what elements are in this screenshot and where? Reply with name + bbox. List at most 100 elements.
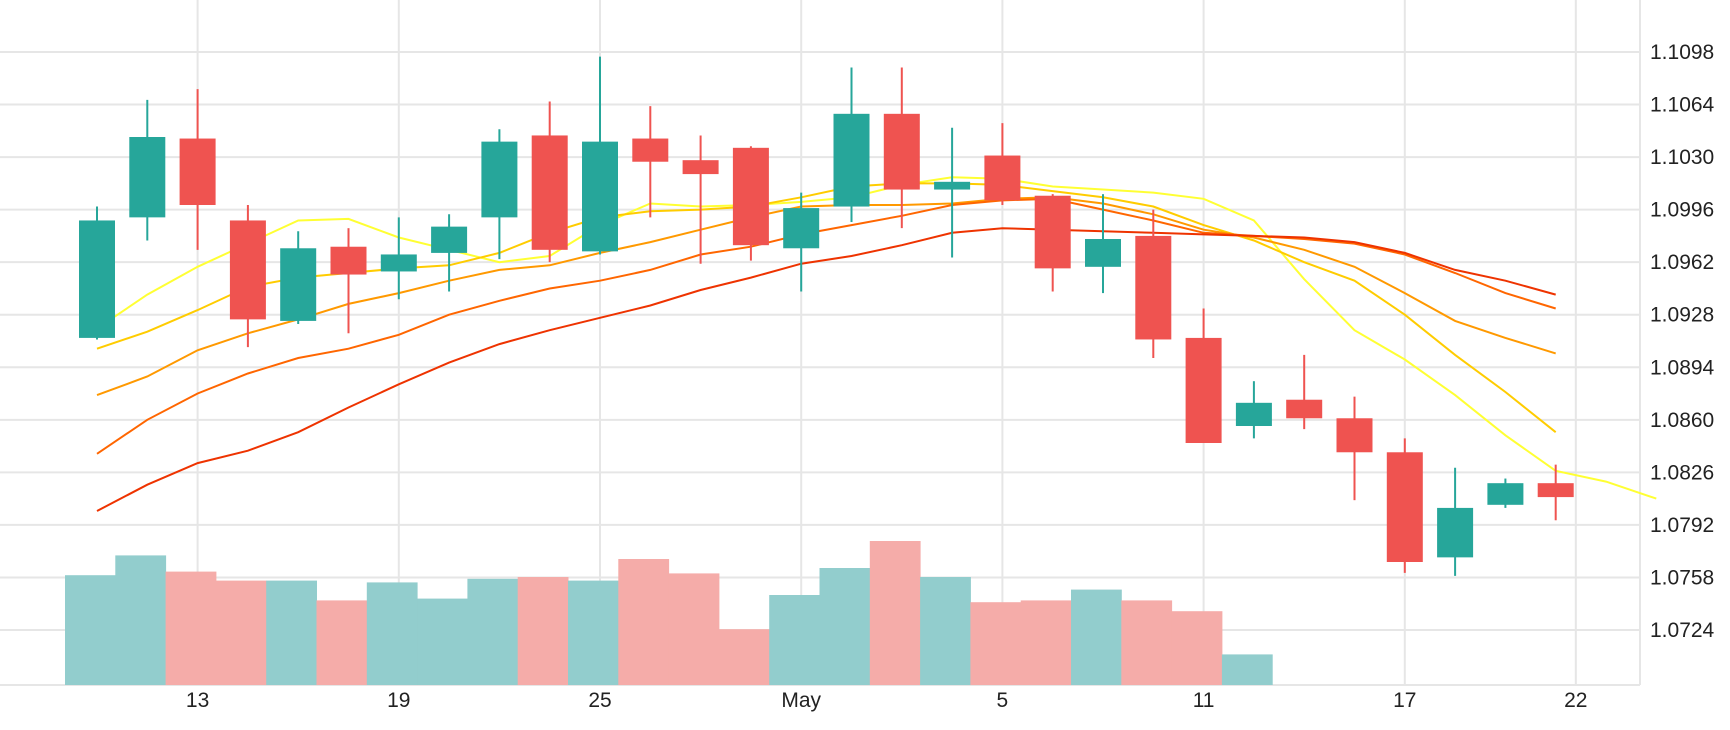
y-tick-label: 1.1064 (1650, 94, 1715, 117)
volume-bar (115, 555, 167, 685)
moving-average-line (96, 227, 1556, 512)
candle-body (380, 254, 417, 272)
candle-body (883, 113, 920, 190)
candle-body (1386, 452, 1423, 562)
y-tick-label: 1.0894 (1650, 356, 1715, 379)
volume-bar (1171, 611, 1223, 685)
candle-body (1135, 235, 1172, 340)
volume-bar (819, 568, 871, 685)
x-axis-labels: 13 19 25 May 5 11 17 22 (186, 689, 1588, 712)
candles (79, 56, 1574, 576)
candle-up (1437, 467, 1474, 576)
moving-average-line (96, 197, 1556, 455)
candle-up (1487, 478, 1524, 508)
candle-down (1286, 354, 1323, 430)
candle-body (984, 155, 1021, 201)
candle-body (783, 208, 820, 249)
candle-down (1185, 308, 1222, 443)
y-tick-label: 1.1098 (1650, 41, 1714, 64)
candle-up (79, 206, 115, 340)
x-tick-label: May (781, 689, 821, 712)
candle-up (1235, 381, 1272, 439)
candle-down (1336, 396, 1373, 501)
y-tick-label: 1.0724 (1650, 619, 1715, 642)
volume-bar (769, 595, 820, 685)
candle-up (129, 99, 166, 241)
volume-bar (668, 573, 720, 685)
volume-bar (920, 577, 971, 685)
candle-body (732, 147, 769, 246)
candle-body (330, 246, 367, 275)
candle-down (330, 228, 367, 334)
candle-body (179, 138, 216, 205)
candle-body (280, 248, 317, 321)
candle-body (1286, 399, 1323, 419)
y-tick-label: 1.0758 (1650, 566, 1714, 589)
candle-down (1135, 209, 1172, 358)
y-tick-label: 1.0996 (1650, 199, 1714, 222)
volume-bar (467, 578, 519, 685)
candle-body (79, 220, 115, 338)
volume-bar (869, 541, 921, 685)
candle-body (1034, 195, 1071, 269)
candle-up (783, 192, 820, 292)
volume-bar (1071, 589, 1122, 685)
x-tick-label: 5 (997, 689, 1009, 712)
x-tick-label: 22 (1564, 689, 1587, 712)
x-tick-label: 17 (1393, 689, 1416, 712)
volume-bar (417, 598, 468, 685)
y-tick-label: 1.0962 (1650, 251, 1714, 274)
candle-body (531, 135, 568, 250)
volume-bar (65, 575, 116, 685)
candle-body (1487, 483, 1524, 505)
candle-body (129, 137, 166, 218)
volume-bar (1020, 600, 1072, 685)
candle-body (431, 226, 468, 253)
candle-body (1085, 239, 1121, 267)
moving-average-line (96, 176, 1657, 500)
volume-bar (165, 571, 217, 685)
candle-down (1537, 464, 1574, 521)
candle-up (380, 217, 417, 300)
volume-bar (316, 600, 368, 685)
x-tick-label: 25 (588, 689, 611, 712)
candle-down (1386, 438, 1423, 573)
volume-bar (266, 580, 317, 685)
candle-body (481, 141, 518, 218)
x-tick-label: 11 (1193, 689, 1215, 712)
candle-down (531, 101, 568, 263)
y-tick-label: 1.0826 (1650, 461, 1714, 484)
volume-bar (1221, 654, 1273, 685)
volume-bar (366, 582, 418, 685)
candle-body (1537, 483, 1574, 498)
volume-bar (1121, 600, 1173, 685)
candle-up (582, 56, 618, 255)
candle-up (934, 127, 971, 258)
candle-body (632, 138, 669, 162)
moving-average-line (96, 196, 1556, 397)
candle-body (1336, 418, 1373, 453)
candle-body (682, 160, 719, 175)
volume-bar (517, 577, 569, 685)
volume-bar (215, 580, 267, 685)
candle-down (732, 146, 769, 261)
y-axis-labels: 1.1098 1.1064 1.1030 1.0996 1.0962 1.0928 1.08… (1650, 41, 1715, 642)
candle-body (229, 220, 266, 320)
volume-bar (970, 602, 1022, 685)
candle-down (682, 135, 719, 264)
volume-bar (568, 580, 619, 685)
volume-bars (65, 541, 1273, 685)
x-tick-label: 19 (387, 689, 410, 712)
y-tick-label: 1.0860 (1650, 409, 1714, 432)
candle-body (1185, 337, 1222, 443)
candle-down (883, 67, 920, 229)
candle-body (934, 181, 971, 190)
x-tick-label: 13 (186, 689, 209, 712)
candle-body (1437, 507, 1474, 558)
volume-bar (718, 629, 770, 685)
candle-up (1085, 194, 1121, 294)
candle-body (1235, 402, 1272, 426)
candle-body (582, 141, 618, 252)
candle-body (833, 113, 870, 207)
